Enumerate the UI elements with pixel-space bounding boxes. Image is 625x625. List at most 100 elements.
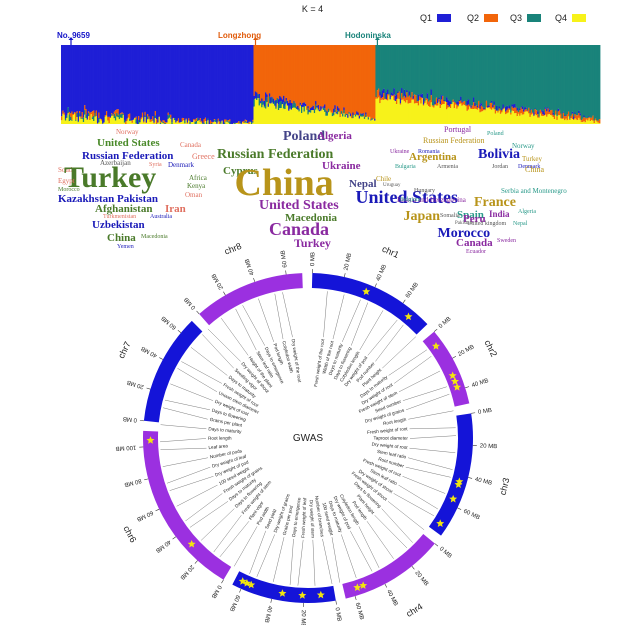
bar-segment bbox=[262, 45, 265, 102]
bar-segment bbox=[182, 118, 185, 121]
bar-segment bbox=[253, 95, 256, 100]
tick-mark bbox=[144, 478, 149, 481]
bar-segment bbox=[463, 101, 466, 106]
bar-segment bbox=[361, 45, 363, 114]
bar-segment bbox=[163, 45, 166, 121]
chromosome-chr3 bbox=[428, 413, 473, 536]
bar-segment bbox=[329, 110, 331, 124]
bar-segment bbox=[271, 102, 274, 124]
bar-segment bbox=[185, 119, 188, 124]
bar-segment bbox=[543, 115, 546, 116]
bar-segment bbox=[120, 114, 122, 118]
bar-segment bbox=[259, 103, 262, 124]
bar-segment bbox=[270, 97, 272, 104]
bar-segment bbox=[140, 119, 143, 124]
trait-link bbox=[289, 538, 294, 585]
bar-segment bbox=[152, 119, 154, 121]
bar-segment bbox=[547, 114, 550, 124]
bar-segment bbox=[539, 113, 542, 124]
bar-segment bbox=[367, 119, 370, 124]
bar-segment bbox=[562, 111, 565, 113]
bar-segment bbox=[435, 105, 438, 124]
bar-segment bbox=[453, 101, 456, 109]
bar-segment bbox=[245, 45, 248, 121]
bar-segment bbox=[521, 45, 524, 107]
bar-segment bbox=[525, 107, 528, 109]
bar-segment bbox=[419, 45, 421, 97]
bar-segment bbox=[426, 104, 429, 124]
bar-segment bbox=[232, 123, 235, 124]
bar-segment bbox=[517, 113, 520, 124]
bar-segment bbox=[542, 114, 544, 117]
bar-segment bbox=[158, 45, 161, 117]
trait-link bbox=[402, 476, 446, 494]
bar-segment bbox=[579, 45, 582, 114]
bar-segment bbox=[285, 100, 288, 104]
bar-segment bbox=[395, 94, 398, 100]
bar-segment bbox=[281, 45, 284, 100]
wordcloud-word: Bolivia bbox=[478, 147, 521, 162]
wordcloud-word: Denmark bbox=[518, 164, 541, 170]
tick-label: 20 MB bbox=[299, 610, 305, 625]
bar-segment bbox=[241, 121, 244, 123]
bar-segment bbox=[349, 116, 352, 124]
bar-segment bbox=[384, 99, 387, 124]
bar-segment bbox=[126, 45, 129, 119]
trait-link bbox=[170, 383, 214, 401]
bar-segment bbox=[98, 118, 100, 123]
center-label: GWAS bbox=[293, 433, 324, 444]
trait-link bbox=[190, 347, 228, 376]
bar-segment bbox=[549, 45, 552, 111]
bar-segment bbox=[551, 109, 553, 116]
bar-segment bbox=[564, 116, 566, 121]
bar-segment bbox=[466, 45, 469, 101]
bar-segment bbox=[528, 45, 530, 108]
bar-segment bbox=[302, 103, 304, 107]
bar-segment bbox=[262, 104, 265, 124]
bar-segment bbox=[345, 115, 348, 124]
bar-segment bbox=[199, 118, 202, 121]
bar-segment bbox=[361, 116, 363, 124]
bar-segment bbox=[280, 108, 283, 124]
tick-label: 40 MB bbox=[376, 264, 389, 282]
bar-segment bbox=[257, 98, 260, 124]
bar-segment bbox=[380, 99, 383, 124]
bar-segment bbox=[516, 45, 519, 108]
bar-segment bbox=[336, 114, 339, 124]
bar-segment bbox=[362, 114, 365, 117]
bar-segment bbox=[390, 95, 393, 97]
bar-segment bbox=[252, 121, 254, 123]
bar-segment bbox=[362, 116, 365, 124]
bar-segment bbox=[247, 123, 249, 124]
chromosome-label: chr6 bbox=[121, 524, 138, 544]
bar-segment bbox=[562, 45, 565, 112]
wordcloud-word: Kazakhstan Pakistan bbox=[58, 193, 158, 205]
bar-segment bbox=[515, 107, 517, 114]
bar-segment bbox=[560, 45, 562, 114]
bar-segment bbox=[374, 118, 376, 121]
bar-segment bbox=[316, 107, 319, 124]
bar-segment bbox=[116, 45, 118, 110]
trait-link bbox=[163, 407, 208, 420]
wordcloud-word: Chile bbox=[376, 175, 392, 183]
bar-segment bbox=[395, 104, 398, 124]
bar-segment bbox=[488, 45, 491, 106]
bar-segment bbox=[530, 109, 533, 110]
bar-segment bbox=[177, 118, 180, 123]
bar-segment bbox=[512, 107, 515, 112]
bar-segment bbox=[82, 122, 85, 124]
bar-segment bbox=[358, 118, 361, 124]
bar-segment bbox=[211, 45, 213, 122]
bar-segment bbox=[556, 119, 559, 124]
trait-link bbox=[409, 435, 456, 439]
trait-link bbox=[409, 427, 456, 430]
bar-segment bbox=[265, 100, 267, 109]
bar-segment bbox=[585, 45, 588, 118]
bar-segment bbox=[134, 117, 136, 124]
bar-segment bbox=[316, 106, 319, 108]
bar-segment bbox=[69, 120, 72, 124]
bar-segment bbox=[494, 45, 497, 110]
bar-segment bbox=[202, 45, 204, 124]
qtl-star bbox=[238, 577, 247, 585]
bar-segment bbox=[516, 110, 519, 117]
